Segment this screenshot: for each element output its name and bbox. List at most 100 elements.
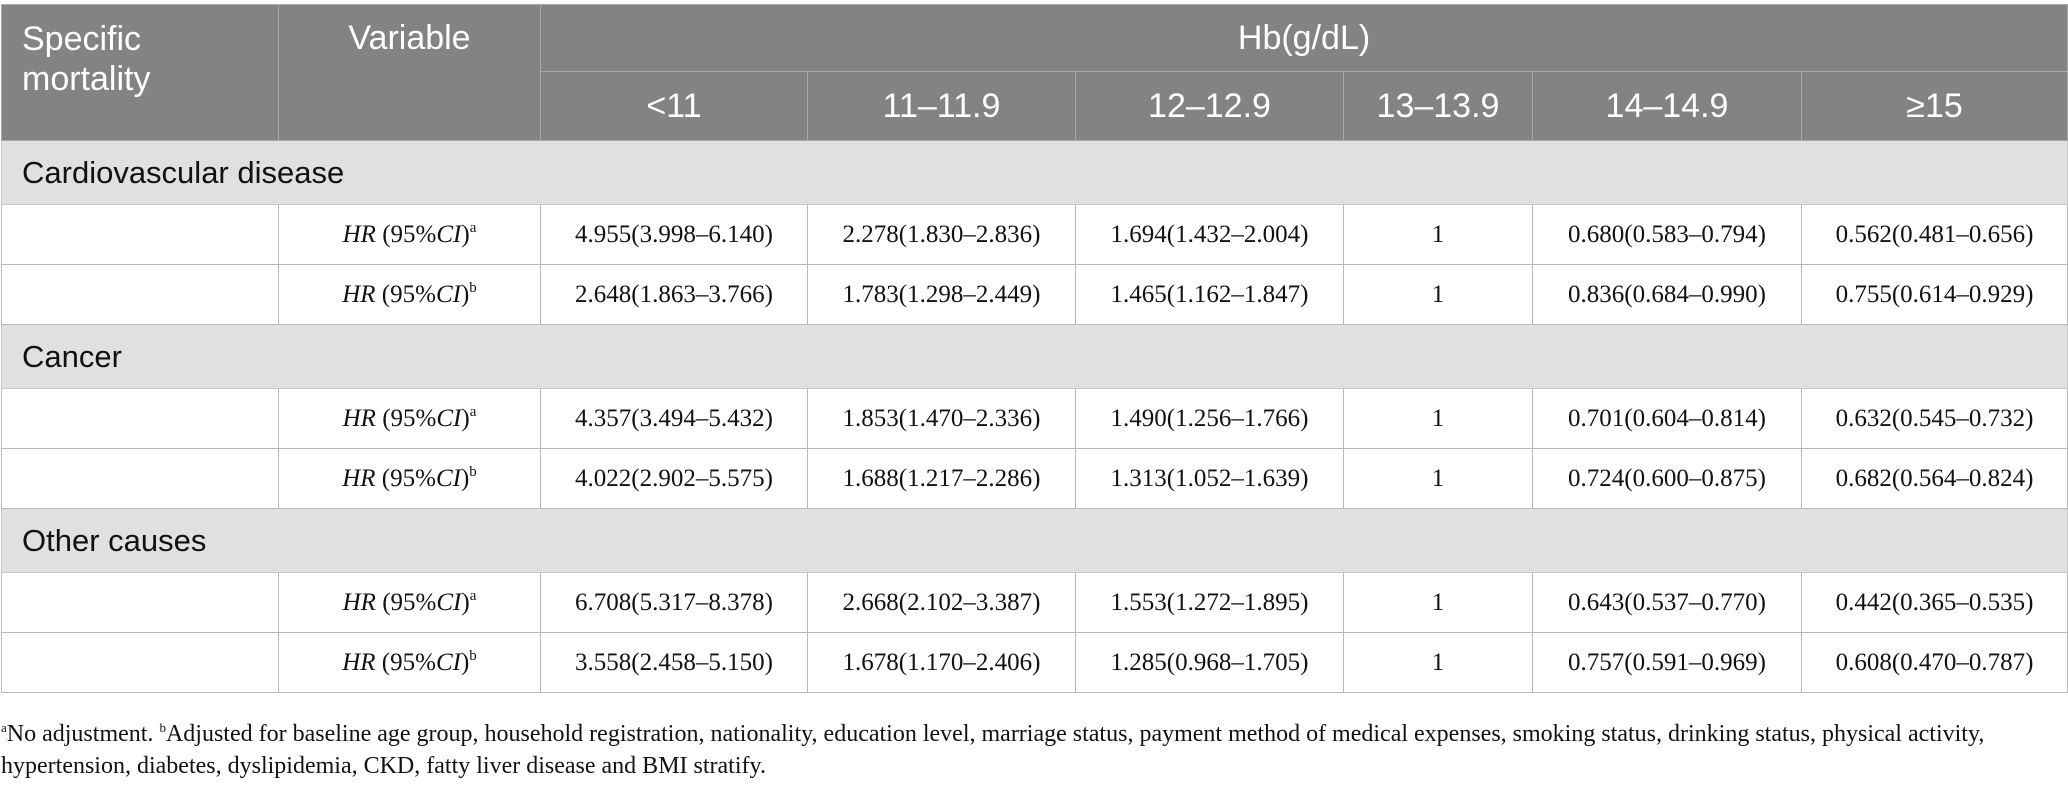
- hr-label-part: (95%: [375, 280, 436, 308]
- hr-label-part: HR: [342, 464, 376, 492]
- hr-value-cell: 1.490(1.256–1.766): [1075, 388, 1344, 449]
- hr-value-cell: 1: [1343, 448, 1533, 509]
- hr-value-cell: 0.836(0.684–0.990): [1532, 264, 1802, 325]
- hr-value-cell: 0.632(0.545–0.732): [1800, 388, 2068, 449]
- hr-value-cell: 1: [1343, 632, 1533, 693]
- header-variable: Variable: [278, 4, 541, 141]
- hr-value-cell: 1.553(1.272–1.895): [1075, 572, 1344, 633]
- hr-value-cell: 1: [1343, 388, 1533, 449]
- hr-value-cell: 1.688(1.217–2.286): [807, 448, 1076, 509]
- table-row: HR (95%CI)b 3.558(2.458–5.150) 1.678(1.170…: [1, 632, 2068, 693]
- hr-value-cell: 1.694(1.432–2.004): [1075, 204, 1344, 265]
- hr-label-part: ): [460, 280, 470, 308]
- variable-cell: HR (95%CI)a: [278, 204, 541, 265]
- hr-label-part: (95%: [375, 464, 436, 492]
- model-superscript: a: [469, 219, 477, 236]
- hr-value-cell: 2.668(2.102–3.387): [807, 572, 1076, 633]
- header-bin: 12–12.9: [1075, 71, 1344, 141]
- mortality-cell: [1, 388, 279, 449]
- table-row: HR (95%CI)b 4.022(2.902–5.575) 1.688(1.217…: [1, 448, 2068, 509]
- hr-label-part: (95%: [375, 404, 437, 432]
- model-superscript: b: [469, 279, 477, 296]
- hr-value-cell: 0.442(0.365–0.535): [1800, 572, 2068, 633]
- hr-value-cell: 0.755(0.614–0.929): [1800, 264, 2068, 325]
- header-bin: 13–13.9: [1343, 71, 1533, 141]
- footnote-b-text: Adjusted for baseline age group, househo…: [1, 721, 1985, 779]
- model-superscript: a: [469, 403, 477, 420]
- model-superscript: b: [469, 647, 477, 664]
- header-bin: 14–14.9: [1532, 71, 1802, 141]
- hr-value-cell: 1: [1343, 264, 1533, 325]
- model-superscript: b: [469, 463, 477, 480]
- hr-label-part: CI: [436, 404, 462, 432]
- footnote-mark-b: b: [159, 720, 166, 735]
- table-footnote: aNo adjustment. bAdjusted for baseline a…: [1, 718, 2061, 782]
- hr-label-part: (95%: [375, 220, 437, 248]
- hr-value-cell: 0.757(0.591–0.969): [1532, 632, 1802, 693]
- variable-cell: HR (95%CI)a: [278, 388, 541, 449]
- hr-value-cell: 0.682(0.564–0.824): [1800, 448, 2068, 509]
- hr-value-cell: 0.701(0.604–0.814): [1532, 388, 1802, 449]
- hr-value-cell: 2.278(1.830–2.836): [807, 204, 1076, 265]
- hr-value-cell: 2.648(1.863–3.766): [540, 264, 808, 325]
- mortality-cell: [1, 632, 279, 693]
- table-body: Cardiovascular disease HR (95%CI)a 4.955(3…: [0, 140, 2068, 693]
- hr-value-cell: 0.680(0.583–0.794): [1532, 204, 1802, 265]
- hr-label-part: ): [460, 464, 470, 492]
- header-bin: <11: [540, 71, 808, 141]
- hr-value-cell: 0.562(0.481–0.656): [1800, 204, 2068, 265]
- hr-label-part: (95%: [375, 588, 437, 616]
- hr-label-part: HR: [342, 588, 376, 616]
- hr-value-cell: 1: [1343, 204, 1533, 265]
- table-header: Specific mortality Variable Hb(g/dL) <11 …: [1, 4, 2068, 141]
- hr-value-cell: 1.465(1.162–1.847): [1075, 264, 1344, 325]
- section-row: Cardiovascular disease: [0, 140, 2068, 205]
- section-title: Cancer: [0, 324, 2068, 389]
- hr-label-part: HR: [342, 280, 376, 308]
- header-specific-mortality-line: mortality: [22, 60, 151, 98]
- variable-cell: HR (95%CI)a: [278, 572, 541, 633]
- hr-label-part: CI: [436, 588, 462, 616]
- hr-value-cell: 4.022(2.902–5.575): [540, 448, 808, 509]
- header-specific-mortality: Specific mortality: [1, 4, 279, 141]
- hr-label-part: CI: [436, 220, 462, 248]
- section-title: Other causes: [0, 508, 2068, 573]
- header-hb: Hb(g/dL): [539, 4, 2068, 72]
- hr-value-cell: 1.285(0.968–1.705): [1075, 632, 1344, 693]
- mortality-cell: [1, 572, 279, 633]
- section-row: Other causes: [0, 508, 2068, 573]
- section-row: Cancer: [0, 324, 2068, 389]
- hr-label-part: ): [461, 404, 470, 432]
- hr-value-cell: 0.724(0.600–0.875): [1532, 448, 1802, 509]
- hr-value-cell: 4.955(3.998–6.140): [540, 204, 808, 265]
- header-bin: 11–11.9: [807, 71, 1076, 141]
- header-bin: ≥15: [1800, 71, 2068, 141]
- hr-label-part: CI: [435, 280, 461, 308]
- hr-value-cell: 4.357(3.494–5.432): [540, 388, 808, 449]
- hr-label-part: HR: [342, 404, 376, 432]
- model-superscript: a: [469, 587, 477, 604]
- variable-cell: HR (95%CI)b: [278, 448, 541, 509]
- hr-label-part: ): [461, 220, 470, 248]
- hr-label-part: ): [461, 588, 470, 616]
- hr-label-part: HR: [342, 220, 376, 248]
- header-specific-mortality-line: Specific: [22, 20, 142, 58]
- variable-cell: HR (95%CI)b: [278, 264, 541, 325]
- hr-value-cell: 1: [1343, 572, 1533, 633]
- hr-label-part: CI: [435, 648, 461, 676]
- hr-label-part: ): [460, 648, 470, 676]
- hr-label-part: CI: [435, 464, 461, 492]
- mortality-table: Specific mortality Variable Hb(g/dL) <11 …: [0, 4, 2068, 693]
- hr-label-part: HR: [342, 648, 376, 676]
- hr-value-cell: 1.678(1.170–2.406): [807, 632, 1076, 693]
- footnote-a-text: No adjustment.: [6, 721, 160, 747]
- hr-value-cell: 1.853(1.470–2.336): [807, 388, 1076, 449]
- table-row: HR (95%CI)a 4.357(3.494–5.432) 1.853(1.470…: [1, 388, 2068, 449]
- variable-cell: HR (95%CI)b: [278, 632, 541, 693]
- hr-value-cell: 6.708(5.317–8.378): [540, 572, 808, 633]
- footnote-mark-a: a: [1, 720, 7, 735]
- table-row: HR (95%CI)a 4.955(3.998–6.140) 2.278(1.830…: [1, 204, 2068, 265]
- mortality-cell: [1, 264, 279, 325]
- hr-value-cell: 1.313(1.052–1.639): [1075, 448, 1344, 509]
- hr-value-cell: 3.558(2.458–5.150): [540, 632, 808, 693]
